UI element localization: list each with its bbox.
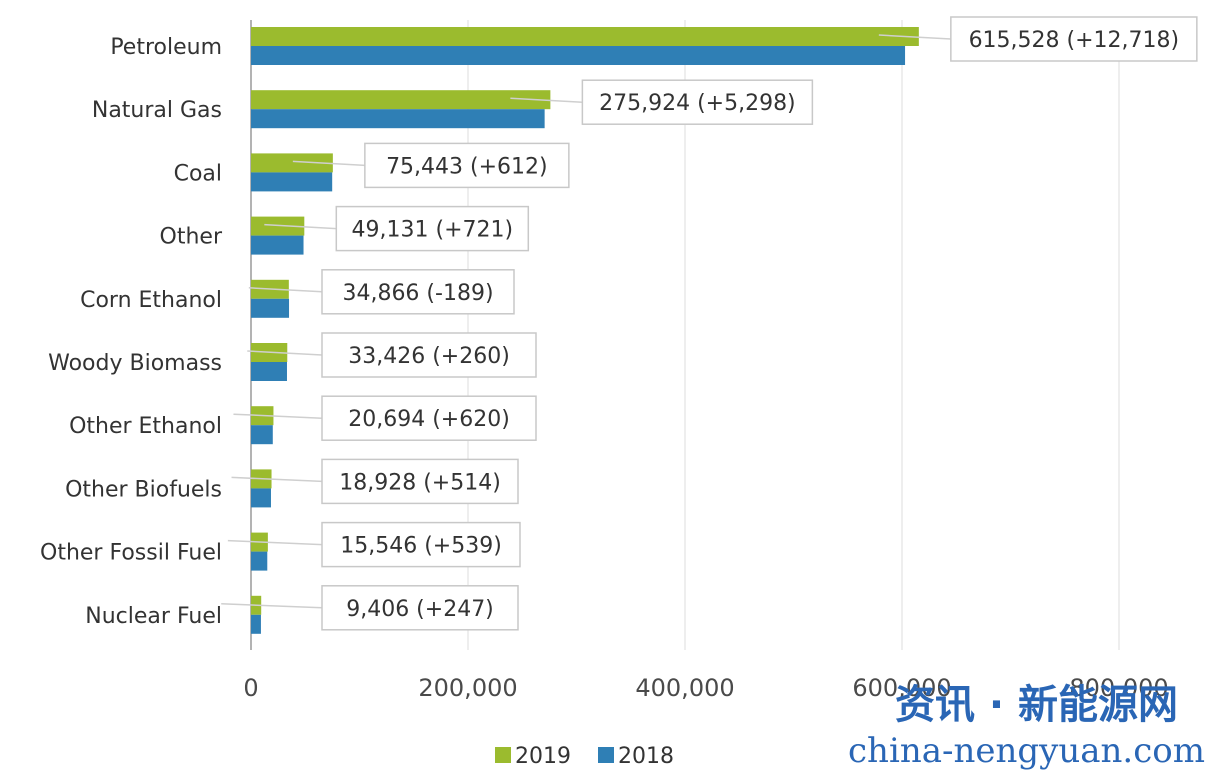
- bar-2018: [251, 172, 333, 192]
- legend-label-2018: 2018: [618, 744, 674, 769]
- category-label: Other: [160, 225, 223, 250]
- data-label: 34,866 (-189): [342, 281, 493, 306]
- callout-leader: [247, 350, 323, 356]
- bar-2018: [251, 362, 287, 381]
- bar-2019: [251, 153, 333, 173]
- callout-box: [321, 332, 537, 378]
- callout-box: [950, 16, 1198, 62]
- bar-2018: [251, 551, 268, 571]
- x-tick-label: 600,000: [852, 674, 951, 702]
- category-label: Corn Ethanol: [80, 288, 222, 313]
- data-label: 18,928 (+514): [339, 470, 501, 495]
- callout-box: [581, 79, 814, 125]
- data-label: 275,924 (+5,298): [599, 91, 796, 116]
- data-label: 49,131 (+721): [352, 218, 514, 243]
- x-tick-label: 0: [243, 674, 258, 702]
- callout-leader: [221, 603, 323, 609]
- callout-leader: [878, 34, 951, 40]
- bar-2019: [251, 27, 919, 46]
- category-label: Petroleum: [110, 35, 222, 60]
- x-tick-label: 200,000: [418, 674, 517, 702]
- bar-2019: [251, 90, 551, 110]
- data-label: 15,546 (+539): [340, 534, 502, 559]
- callout-box: [321, 395, 537, 441]
- data-label: 9,406 (+247): [346, 597, 494, 622]
- x-tick-label: 800,000: [1069, 674, 1168, 702]
- data-label: 75,443 (+612): [386, 154, 548, 179]
- category-label: Woody Biomass: [48, 351, 222, 376]
- bar-2018: [251, 488, 271, 508]
- watermark: 资讯 · 新能源网 china-nengyuan.com: [848, 682, 1205, 771]
- legend-label-2019: 2019: [515, 744, 571, 769]
- bar-2018: [251, 425, 273, 445]
- legend-swatch-2018: [598, 747, 614, 763]
- bar-2019: [251, 216, 305, 236]
- bars: [251, 27, 919, 634]
- category-label: Other Biofuels: [65, 477, 222, 502]
- watermark-line1: 资讯 · 新能源网: [895, 682, 1178, 728]
- callout-box: [364, 142, 570, 189]
- category-label: Nuclear Fuel: [85, 604, 222, 629]
- bar-2018: [251, 109, 545, 129]
- bar-2018: [251, 614, 261, 634]
- callout-leader: [227, 539, 323, 546]
- callout-leader: [248, 287, 323, 293]
- x-tick-label: 400,000: [635, 674, 734, 702]
- callout-box: [321, 458, 519, 505]
- category-label: Other Fossil Fuel: [40, 541, 222, 566]
- category-label: Other Ethanol: [69, 414, 222, 439]
- category-label: Coal: [174, 161, 222, 186]
- bar-2018: [251, 298, 290, 318]
- x-tick-labels: 0 200,000 400,000 600,000 800,000: [243, 674, 1168, 702]
- callout-box: [335, 205, 530, 252]
- legend: 2019 2018: [495, 744, 674, 769]
- callout-leader: [292, 160, 365, 167]
- bar-2018: [251, 46, 906, 65]
- category-labels: Petroleum Natural Gas Coal Other Corn Ethano…: [40, 35, 223, 629]
- callout-box: [321, 269, 515, 315]
- data-label: 615,528 (+12,718): [969, 28, 1180, 53]
- watermark-line2: china-nengyuan.com: [848, 731, 1205, 771]
- callout-box: [321, 585, 519, 631]
- data-label: 33,426 (+260): [348, 344, 510, 369]
- callout-leader: [510, 97, 583, 103]
- data-label: 20,694 (+620): [348, 407, 510, 432]
- callout-leader: [231, 476, 323, 483]
- callout-leader: [233, 413, 323, 419]
- callout-box: [321, 521, 521, 568]
- bar-2018: [251, 235, 304, 255]
- callout-leader: [264, 223, 337, 230]
- category-label: Natural Gas: [92, 98, 222, 123]
- legend-swatch-2019: [495, 747, 511, 763]
- data-label-callouts: 615,528 (+12,718) 275,924 (+5,298) 75,443 …: [221, 16, 1198, 631]
